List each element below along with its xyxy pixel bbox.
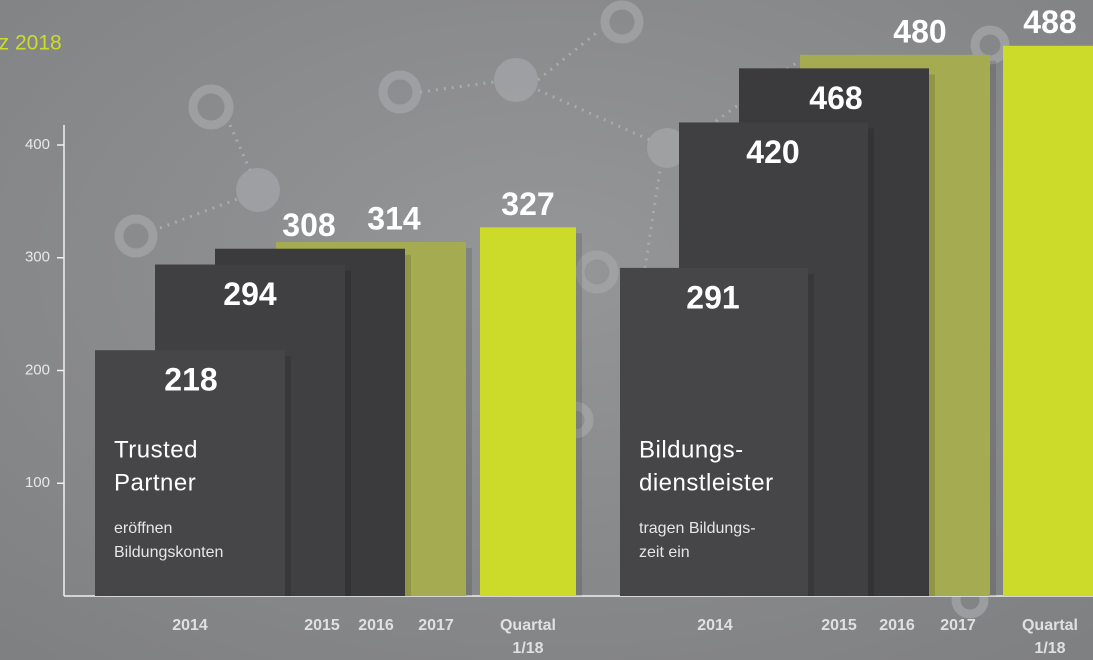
y-tick-label: 400	[25, 136, 50, 153]
bar	[1003, 45, 1093, 596]
x-tick-label: Quartal	[1022, 617, 1078, 634]
x-tick-label: 2017	[940, 617, 976, 634]
y-tick-label: 200	[25, 361, 50, 378]
network-links	[159, 28, 801, 301]
x-tick-label: 2014	[697, 617, 733, 634]
value-label: 218	[164, 362, 217, 398]
x-tick-label: 2016	[879, 617, 915, 634]
x-tick-label: 2014	[172, 617, 208, 634]
value-label: 468	[809, 80, 862, 116]
value-label: 294	[223, 276, 277, 312]
value-label: 327	[501, 186, 554, 222]
bar	[620, 267, 808, 596]
y-tick-label: 100	[25, 474, 50, 491]
x-tick-label: 2015	[821, 617, 857, 634]
value-label: 308	[282, 207, 335, 243]
group-description: eröffnen	[114, 520, 172, 537]
bar	[95, 350, 285, 596]
group-description: zeit ein	[639, 544, 690, 561]
x-tick-label: 2016	[358, 617, 394, 634]
value-label: 291	[686, 279, 739, 315]
x-tick-label: 2017	[418, 617, 454, 634]
x-tick-label: Quartal	[500, 617, 556, 634]
value-label: 314	[367, 200, 421, 236]
x-tick-label: 1/18	[1034, 640, 1065, 657]
group-name: Partner	[114, 469, 196, 496]
group-description: Bildungskonten	[114, 544, 223, 561]
value-label: 480	[893, 13, 946, 49]
value-label: 420	[746, 134, 799, 170]
group-name: Trusted	[114, 436, 198, 463]
value-label: 488	[1023, 4, 1076, 40]
group-description: tragen Bildungs-	[639, 520, 756, 537]
x-tick-label: 2015	[304, 617, 340, 634]
group-name: dienstleister	[639, 469, 774, 496]
network-nodes	[236, 58, 687, 212]
y-tick-label: 300	[25, 249, 50, 266]
group-name: Bildungs-	[639, 436, 744, 463]
bar	[480, 227, 576, 596]
x-tick-label: 1/18	[512, 640, 543, 657]
subtitle: ärz 2018	[0, 32, 62, 55]
